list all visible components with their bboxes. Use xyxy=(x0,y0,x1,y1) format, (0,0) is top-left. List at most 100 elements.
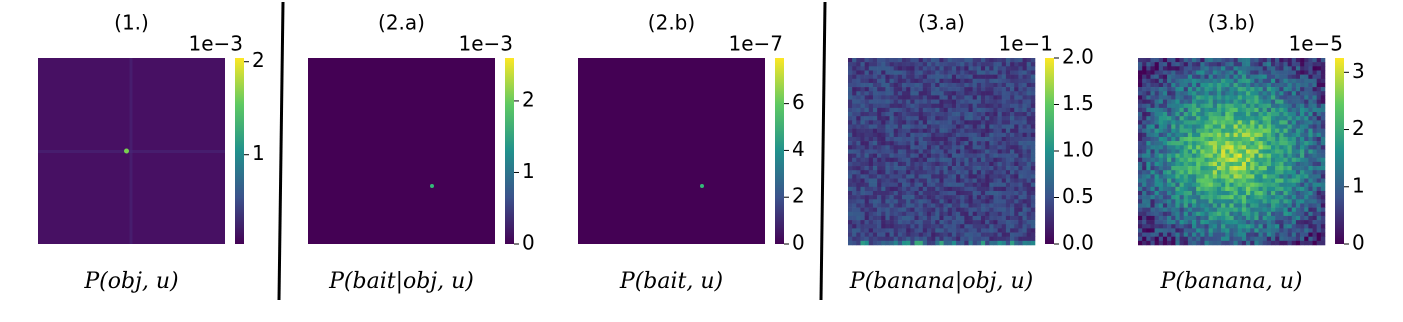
pixel xyxy=(956,129,960,133)
pixel xyxy=(860,100,864,104)
pixel xyxy=(1142,179,1146,183)
pixel xyxy=(1217,149,1221,153)
pixel xyxy=(1204,100,1208,104)
pixel xyxy=(985,208,989,212)
pixel xyxy=(852,108,856,112)
pixel xyxy=(1279,158,1283,162)
pixel xyxy=(852,174,856,178)
pixel xyxy=(1200,149,1204,153)
pixel xyxy=(914,237,918,241)
pixel xyxy=(1246,91,1250,95)
pixel xyxy=(1259,108,1263,112)
pixel xyxy=(989,104,993,108)
pixel xyxy=(1159,145,1163,149)
pixel xyxy=(914,95,918,99)
colorbar-tick-label: 0 xyxy=(1352,231,1365,255)
pixel xyxy=(1204,79,1208,83)
pixel xyxy=(927,66,931,70)
pixel xyxy=(1192,124,1196,128)
pixel xyxy=(1188,70,1192,74)
pixel xyxy=(1259,79,1263,83)
pixel xyxy=(1146,174,1150,178)
pixel xyxy=(860,141,864,145)
pixel xyxy=(1313,58,1317,62)
pixel xyxy=(1279,166,1283,170)
pixel xyxy=(906,87,910,91)
pixel xyxy=(1317,158,1321,162)
pixel xyxy=(856,91,860,95)
pixel xyxy=(1159,195,1163,199)
pixel xyxy=(873,149,877,153)
pixel xyxy=(1292,199,1296,203)
pixel xyxy=(902,137,906,141)
pixel xyxy=(906,228,910,232)
pixel xyxy=(1171,149,1175,153)
pixel xyxy=(1171,212,1175,216)
pixel xyxy=(877,120,881,124)
pixel xyxy=(919,149,923,153)
pixel xyxy=(931,145,935,149)
pixel xyxy=(1146,112,1150,116)
pixel xyxy=(898,203,902,207)
pixel xyxy=(927,149,931,153)
pixel xyxy=(1138,100,1142,104)
pixel xyxy=(1288,116,1292,120)
pixel xyxy=(1267,174,1271,178)
pixel xyxy=(1217,162,1221,166)
pixel xyxy=(1229,191,1233,195)
pixel xyxy=(1006,216,1010,220)
pixel xyxy=(1234,166,1238,170)
pixel xyxy=(852,70,856,74)
pixel xyxy=(1246,62,1250,66)
pixel xyxy=(1259,87,1263,91)
pixel xyxy=(1163,166,1167,170)
pixel xyxy=(1271,183,1275,187)
pixel xyxy=(1234,199,1238,203)
pixel xyxy=(1217,208,1221,212)
pixel xyxy=(1167,191,1171,195)
pixel xyxy=(877,216,881,220)
pixel xyxy=(948,220,952,224)
pixel xyxy=(1167,62,1171,66)
pixel xyxy=(977,233,981,237)
pixel xyxy=(1238,137,1242,141)
pixel xyxy=(1010,166,1014,170)
pixel xyxy=(1184,83,1188,87)
pixel xyxy=(989,195,993,199)
pixel xyxy=(1209,120,1213,124)
pixel xyxy=(931,191,935,195)
pixel xyxy=(931,187,935,191)
pixel xyxy=(1263,237,1267,241)
pixel xyxy=(960,108,964,112)
pixel xyxy=(1014,174,1018,178)
pixel xyxy=(1234,174,1238,178)
pixel xyxy=(1150,174,1154,178)
pixel xyxy=(960,95,964,99)
pixel xyxy=(985,224,989,228)
pixel xyxy=(981,129,985,133)
pixel xyxy=(1217,183,1221,187)
pixel xyxy=(869,162,873,166)
pixel xyxy=(1313,124,1317,128)
pixel xyxy=(1142,124,1146,128)
pixel xyxy=(960,203,964,207)
pixel xyxy=(1221,241,1225,245)
pixel xyxy=(1300,228,1304,232)
pixel xyxy=(1027,149,1031,153)
pixel xyxy=(881,100,885,104)
pixel xyxy=(1002,162,1006,166)
pixel xyxy=(1010,83,1014,87)
pixel xyxy=(1275,158,1279,162)
colorbar-tick-label: 1 xyxy=(252,141,265,165)
pixel xyxy=(1213,70,1217,74)
pixel xyxy=(1142,203,1146,207)
pixel xyxy=(939,195,943,199)
pixel xyxy=(1263,191,1267,195)
pixel xyxy=(1317,187,1321,191)
pixel xyxy=(877,62,881,66)
pixel xyxy=(1204,87,1208,91)
pixel xyxy=(1163,83,1167,87)
pixel xyxy=(1155,104,1159,108)
pixel xyxy=(927,91,931,95)
pixel xyxy=(852,208,856,212)
